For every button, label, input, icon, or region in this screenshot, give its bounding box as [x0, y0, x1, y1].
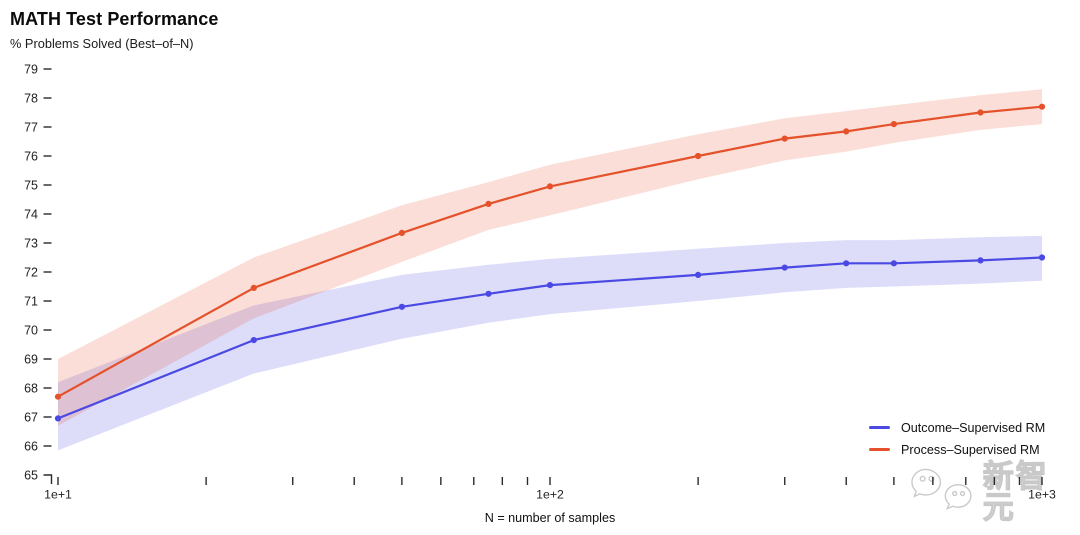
x-tick-label: 1e+1 [44, 488, 72, 502]
y-tick-label: 67 [24, 410, 38, 424]
y-tick-label: 76 [24, 149, 38, 163]
y-tick-mark [43, 271, 52, 273]
y-tick-mark [43, 97, 52, 99]
x-tick-mark [205, 477, 207, 485]
legend-label-process: Process–Supervised RM [901, 442, 1040, 457]
data-point-outcome [1038, 254, 1046, 261]
data-point-process [485, 200, 492, 207]
data-point-outcome [398, 303, 405, 310]
data-point-outcome [977, 257, 984, 264]
watermark: 新智元 [908, 459, 1080, 525]
y-tick-label: 74 [24, 207, 38, 221]
y-tick-mark [43, 213, 52, 215]
y-tick-label: 79 [24, 62, 38, 76]
data-point-process [398, 229, 405, 236]
x-axis-title: N = number of samples [484, 511, 616, 525]
data-point-outcome [695, 271, 702, 278]
y-tick-label: 68 [24, 381, 38, 395]
y-tick-mark [43, 387, 52, 389]
legend-item-process-supervised-rm: Process–Supervised RM [869, 441, 1045, 458]
data-point-process [695, 152, 702, 160]
data-point-process [781, 135, 788, 142]
y-tick-mark [43, 329, 52, 331]
line-process [56, 105, 1044, 398]
y-tick-label: 78 [24, 91, 38, 105]
x-tick-mark [292, 477, 294, 485]
watermark-text: 新智元 [982, 459, 1049, 525]
confidence-band-process [58, 89, 1042, 426]
y-tick-mark [43, 300, 52, 302]
data-point-outcome [54, 415, 62, 422]
data-point-outcome [485, 290, 492, 297]
x-tick-mark [784, 477, 786, 485]
x-tick-mark [526, 477, 529, 485]
x-tick-mark [549, 477, 551, 485]
y-tick-mark [43, 358, 52, 360]
y-tick-label: 69 [24, 352, 38, 366]
data-point-outcome [890, 260, 898, 267]
y-tick-label: 70 [24, 323, 38, 337]
data-point-process [546, 183, 554, 190]
legend: Outcome–Supervised RM Process–Supervised… [869, 419, 1045, 458]
data-point-outcome [546, 282, 554, 289]
legend-swatch-process [869, 448, 890, 451]
chart-title: MATH Test Performance [10, 9, 219, 29]
data-point-process [843, 128, 850, 135]
y-tick-mark [43, 445, 52, 447]
y-tick-label: 65 [24, 468, 38, 482]
y-tick-mark [43, 416, 52, 418]
data-point-outcome [781, 264, 788, 271]
x-tick-mark [401, 477, 403, 485]
x-tick-mark [57, 477, 59, 485]
y-tick-label: 72 [24, 265, 38, 279]
y-tick-mark [43, 126, 52, 128]
data-point-process [1038, 103, 1046, 110]
x-tick-mark [440, 477, 442, 485]
x-tick-mark [697, 477, 699, 485]
x-tick-label: 1e+2 [536, 488, 564, 502]
data-point-process [890, 121, 898, 128]
data-point-process [977, 109, 984, 116]
wechat-logo-icon [911, 468, 972, 510]
x-tick-mark [473, 477, 475, 485]
x-tick-mark [893, 477, 895, 485]
legend-swatch-outcome [869, 426, 890, 429]
y-tick-mark [43, 155, 52, 157]
y-tick-mark [43, 242, 52, 244]
x-tick-mark [501, 477, 504, 485]
data-point-outcome [250, 337, 257, 344]
y-axis-corner-tick [43, 474, 53, 484]
data-point-process [250, 284, 257, 291]
y-tick-label: 75 [24, 178, 38, 192]
y-tick-label: 77 [24, 120, 38, 134]
x-tick-mark [353, 477, 355, 485]
y-tick-mark [43, 184, 52, 186]
y-tick-label: 73 [24, 236, 38, 250]
data-point-process [54, 393, 62, 400]
legend-label-outcome: Outcome–Supervised RM [901, 420, 1046, 435]
line-outcome [56, 256, 1044, 420]
x-tick-mark [845, 477, 847, 485]
y-tick-label: 71 [24, 294, 38, 308]
chart-subtitle: % Problems Solved (Best–of–N) [10, 36, 194, 51]
y-tick-mark [43, 68, 52, 70]
data-point-outcome [843, 260, 850, 267]
legend-item-outcome-supervised-rm: Outcome–Supervised RM [869, 419, 1045, 436]
y-tick-label: 66 [24, 439, 38, 453]
